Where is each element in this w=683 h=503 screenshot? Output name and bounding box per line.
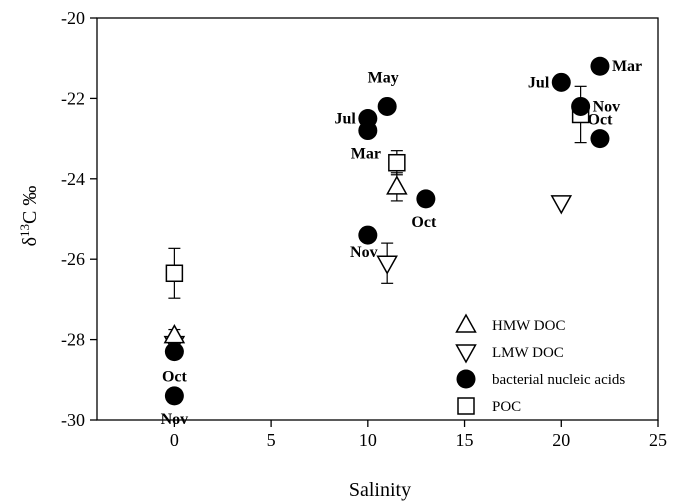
point-label: Mar	[351, 146, 381, 163]
point-label: Nov	[593, 98, 621, 115]
x-tick-label: 20	[552, 430, 570, 450]
bacterial-nucleic-acids-point	[551, 72, 571, 92]
x-tick-label: 10	[359, 430, 377, 450]
y-tick-label: -28	[61, 330, 85, 350]
y-tick-label: -30	[61, 410, 85, 430]
x-axis-title: Salinity	[349, 479, 411, 501]
y-tick-label: -24	[61, 169, 85, 189]
point-label: Jul	[334, 111, 356, 128]
point-label: Nov	[161, 411, 189, 428]
data-marks	[163, 56, 610, 406]
x-tick-label: 5	[267, 430, 276, 450]
y-axis-title-rest: C ‰	[19, 186, 41, 224]
y-tick-label: -20	[61, 8, 85, 28]
y-tick-label: -22	[61, 88, 85, 108]
axis-ticks: 0 5 10 15 20 25 -30 -28 -26 -24 -22 -20	[61, 8, 667, 450]
x-tick-label: 15	[456, 430, 474, 450]
bacterial-nucleic-acids-point	[571, 96, 591, 116]
point-label: Oct	[588, 112, 614, 129]
legend-label: LMW DOC	[492, 345, 564, 361]
plot-area	[96, 17, 659, 421]
bacterial-nucleic-acids-point	[377, 96, 397, 116]
point-label: May	[368, 69, 399, 86]
bacterial-nucleic-acids-point	[590, 56, 610, 76]
legend: HMW DOC LMW DOC bacterial nucleic acids POC	[455, 313, 625, 415]
poc-point	[388, 153, 406, 172]
legend-label: bacterial nucleic acids	[492, 372, 625, 388]
legend-marker	[455, 313, 477, 333]
bacterial-nucleic-acids-point	[358, 121, 378, 141]
bacterial-nucleic-acids-point	[590, 129, 610, 149]
point-label: Oct	[411, 214, 437, 231]
poc-point	[165, 264, 184, 283]
legend-marker	[457, 397, 475, 415]
x-tick-label: 25	[649, 430, 667, 450]
legend-marker	[456, 369, 476, 389]
legend-marker	[455, 344, 477, 364]
hmw-doc-point	[386, 175, 408, 195]
bacterial-nucleic-acids-point	[358, 225, 378, 245]
point-label: Oct	[162, 369, 188, 386]
point-label: Nov	[350, 244, 378, 261]
y-axis-title-delta: δ	[19, 237, 41, 246]
bacterial-nucleic-acids-point	[416, 189, 436, 209]
legend-label: POC	[492, 399, 521, 415]
lmw-doc-point	[376, 255, 398, 275]
bacterial-nucleic-acids-point	[164, 342, 184, 362]
lmw-doc-point	[550, 195, 573, 215]
hmw-doc-point	[163, 324, 186, 344]
y-tick-label: -26	[61, 249, 85, 269]
y-axis-title: δ13C ‰	[17, 186, 41, 247]
legend-label: HMW DOC	[492, 318, 565, 334]
x-tick-label: 0	[170, 430, 179, 450]
point-label: Mar	[612, 58, 642, 75]
y-axis-title-superscript: 13	[17, 224, 32, 237]
point-label: Jul	[528, 74, 550, 91]
bacterial-nucleic-acids-point	[164, 386, 184, 406]
plot-border	[96, 17, 659, 421]
